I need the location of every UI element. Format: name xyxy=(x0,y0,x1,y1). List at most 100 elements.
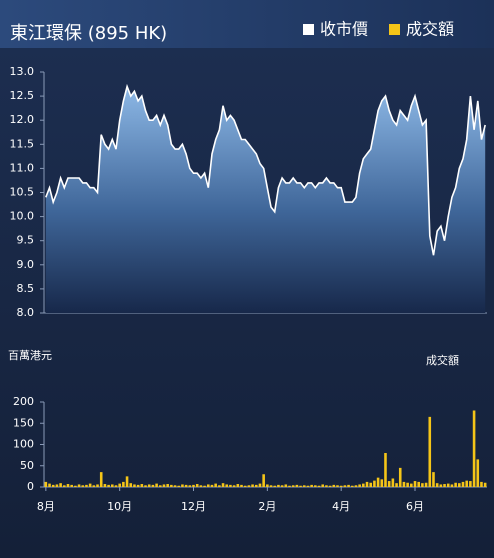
bar xyxy=(258,483,262,487)
y-tick-label: 13.0 xyxy=(10,65,35,78)
bar xyxy=(48,483,51,487)
y-tick-label: 0 xyxy=(27,480,34,493)
bar xyxy=(384,453,387,487)
bar xyxy=(133,484,136,487)
bar xyxy=(236,484,240,487)
y-tick-label: 12.0 xyxy=(10,113,35,126)
bar xyxy=(66,484,70,487)
bar xyxy=(195,484,199,487)
bar xyxy=(432,472,435,487)
header xyxy=(0,0,494,48)
bar xyxy=(99,472,103,487)
bar xyxy=(166,484,169,487)
bar xyxy=(240,484,243,487)
bar xyxy=(347,484,350,487)
bar xyxy=(140,484,144,487)
bar xyxy=(188,485,192,487)
x-tick-label: 8月 xyxy=(37,500,55,513)
y-tick-label: 9.5 xyxy=(17,234,35,247)
y-tick-label: 10.5 xyxy=(10,186,35,199)
bar xyxy=(402,481,406,487)
bar xyxy=(317,485,321,487)
x-tick-label: 12月 xyxy=(181,500,206,513)
bar xyxy=(295,484,299,487)
bar xyxy=(273,485,277,487)
y-tick-label: 10.0 xyxy=(10,210,35,223)
bar xyxy=(476,459,480,487)
y-tick-label: 11.0 xyxy=(10,161,35,174)
bar xyxy=(85,484,88,487)
bar xyxy=(280,485,284,487)
bar xyxy=(428,416,432,487)
bar xyxy=(480,481,483,487)
bar xyxy=(158,485,162,487)
bar xyxy=(306,485,310,487)
bar xyxy=(210,484,214,487)
bar xyxy=(44,481,48,487)
line xyxy=(45,83,486,256)
bar xyxy=(387,481,391,487)
bar xyxy=(339,485,343,487)
bar xyxy=(114,485,118,487)
bar xyxy=(299,485,302,487)
bar xyxy=(184,484,188,487)
bar xyxy=(291,485,295,487)
legend-label: 收市價 xyxy=(320,20,368,39)
bar xyxy=(284,484,288,487)
bar xyxy=(229,484,232,487)
bar xyxy=(413,481,417,487)
y-tick-label: 8.5 xyxy=(17,282,35,295)
bar xyxy=(81,485,85,487)
bar xyxy=(450,484,454,487)
bar xyxy=(162,484,166,487)
bar xyxy=(151,484,155,487)
bar xyxy=(461,481,465,487)
legend-label: 成交額 xyxy=(406,20,454,39)
bar xyxy=(376,477,380,487)
bar xyxy=(332,484,336,487)
bar xyxy=(395,483,398,487)
bar xyxy=(218,485,221,487)
bar xyxy=(343,485,347,487)
y-tick-label: 50 xyxy=(20,459,34,472)
bar xyxy=(443,484,446,487)
bar xyxy=(465,480,468,487)
y-axis-label: 百萬港元 xyxy=(8,349,52,362)
bar xyxy=(458,483,461,487)
bar xyxy=(251,484,254,487)
bar xyxy=(454,482,457,487)
x-tick-label: 2月 xyxy=(258,500,276,513)
bar xyxy=(406,482,409,487)
bar xyxy=(435,483,439,487)
bar xyxy=(59,483,62,487)
bar xyxy=(302,485,306,487)
bar xyxy=(177,485,181,487)
bar xyxy=(192,484,195,487)
bar xyxy=(266,484,269,487)
bar xyxy=(421,483,424,487)
bar xyxy=(225,484,229,487)
bar xyxy=(107,484,110,487)
y-tick-label: 11.5 xyxy=(10,137,35,150)
panel-title: 成交額 xyxy=(426,353,459,367)
bar xyxy=(144,485,147,487)
bar xyxy=(350,485,354,487)
bar xyxy=(469,481,472,487)
bar xyxy=(247,485,251,487)
bar xyxy=(111,484,114,487)
bar xyxy=(424,482,428,487)
x-tick-label: 4月 xyxy=(332,500,350,513)
bar xyxy=(74,485,77,487)
bar xyxy=(417,481,420,487)
bar xyxy=(51,484,55,487)
bar xyxy=(122,481,125,487)
bar xyxy=(77,484,81,487)
bar xyxy=(173,485,177,487)
bar xyxy=(472,410,476,487)
y-tick-label: 200 xyxy=(13,395,34,408)
bar xyxy=(358,484,361,487)
bar xyxy=(129,483,133,487)
bar xyxy=(199,485,203,487)
y-tick-label: 100 xyxy=(13,438,34,451)
bar xyxy=(288,485,291,487)
